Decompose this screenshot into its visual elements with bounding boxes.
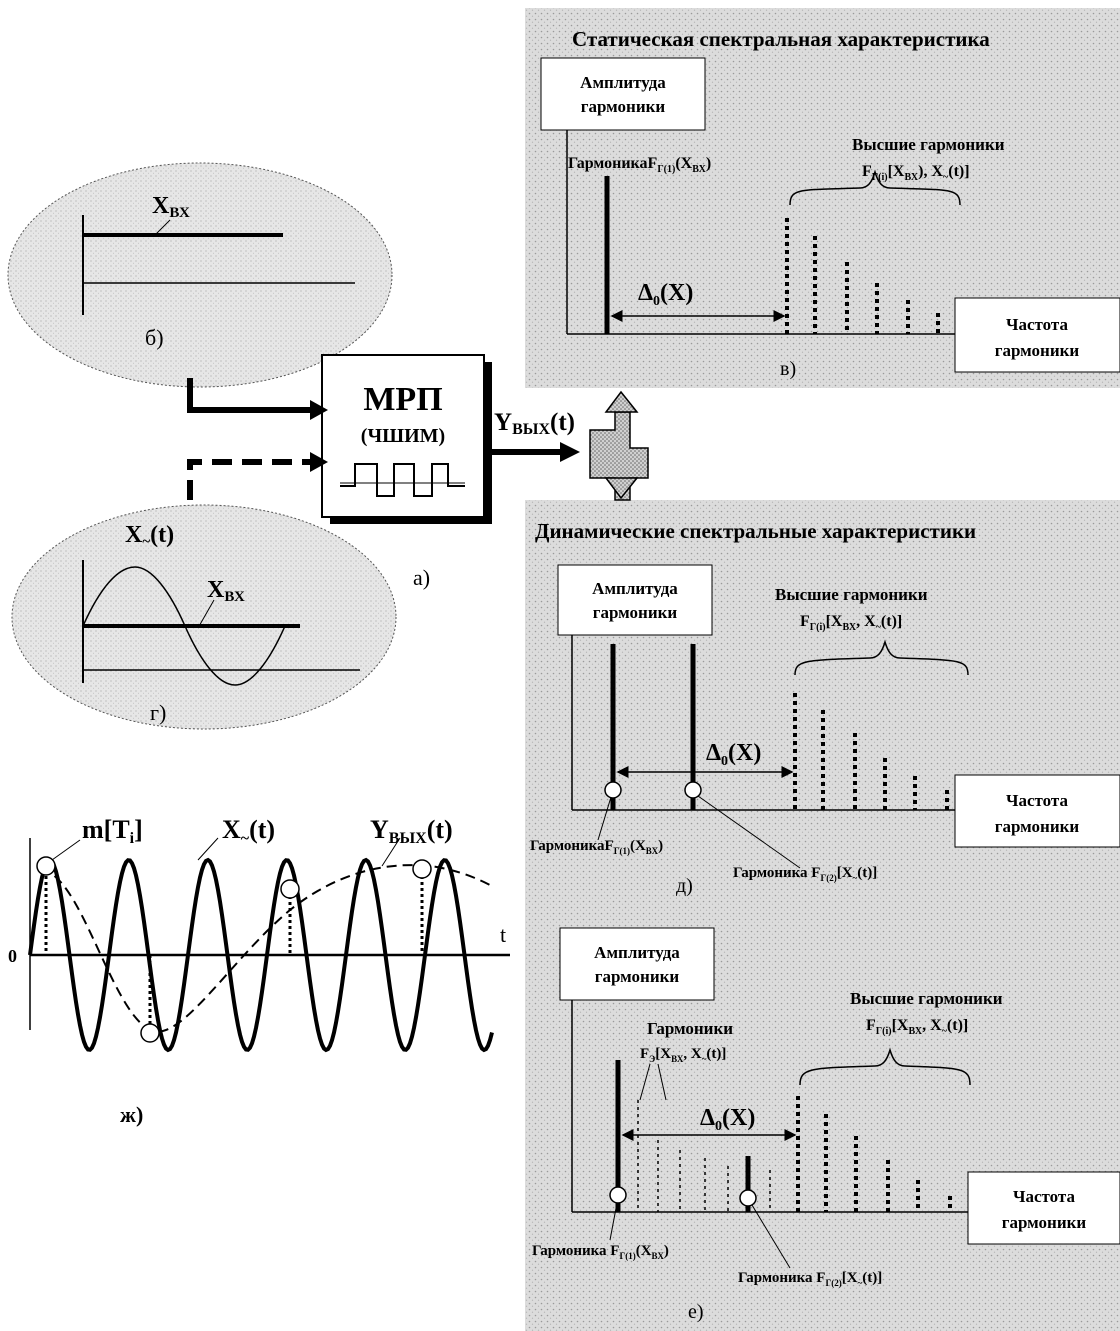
panel-e-fund1-marker (609, 1186, 627, 1204)
panel-zh-waveform: 0 t m[Ti] X~(t) YВЫХ(t) ж) (8, 815, 510, 1127)
panel-d-fund2-marker (684, 781, 702, 799)
panel-d-fund1-leader (597, 796, 612, 841)
panel-e-amp-box (559, 927, 715, 1001)
panel-b-signal-label: XВХ (152, 193, 190, 221)
panel-e-brace (799, 1047, 971, 1086)
panel-zh-output-wave (39, 864, 491, 1033)
panel-g-sine-input: X~(t) XВХ г) (11, 504, 397, 730)
mrp-block-subtitle: (ЧШИМ) (361, 425, 445, 447)
panel-e-amp-line1: Амплитуда (594, 943, 680, 962)
arrow-out-head (560, 442, 580, 462)
panel-zh-marker-leader (51, 839, 81, 861)
panel-e-comb-leader-2 (657, 1063, 667, 1101)
panel-g-label: г) (150, 700, 166, 725)
panel-zh-output-label: YВЫХ(t) (370, 815, 453, 847)
arrow-g-to-block (187, 459, 310, 500)
panel-e-freq-line1: Частота (1013, 1187, 1075, 1206)
panel-v-brace (789, 169, 961, 206)
mrp-block-title: МРП (363, 381, 442, 418)
panel-g-signal-label: XВХ (207, 577, 245, 605)
arrow-g-head (310, 452, 328, 472)
panel-zh-carrier-label: X~(t) (222, 815, 275, 847)
panel-d-amp-line1: Амплитуда (592, 579, 678, 598)
panel-zh-marker-label: m[Ti] (82, 815, 143, 847)
panel-d-amp-box (557, 564, 713, 636)
panel-e-comb-line1: Гармоники (647, 1019, 733, 1038)
panel-g-sine-wave (82, 566, 286, 686)
block-output-label: YВЫХ(t) (494, 409, 575, 438)
arrow-head-down (604, 477, 639, 500)
mrp-block: МРП (ЧШИМ) а) (321, 354, 492, 590)
panel-zh-t-label: t (500, 922, 506, 947)
panel-v-higher-line1: Высшие гармоники (852, 135, 1005, 154)
panel-d-freq-line1: Частота (1006, 791, 1068, 810)
panel-e-fund2-leader (751, 1204, 791, 1269)
panel-zh-marker-4 (412, 859, 432, 879)
panel-e-fund1-label: Гармоника FГ(1)(XВХ) (532, 1243, 669, 1261)
panel-d-fund1-label: ГармоникаFГ(1)(XВХ) (530, 838, 663, 856)
mrp-block-label: а) (413, 565, 430, 590)
panel-e-delta-label: Δ0(X) (700, 1105, 755, 1134)
panel-d-fund2-label: Гармоника FГ(2)[X~(t)] (733, 865, 877, 883)
panel-d-fund1-marker (604, 781, 622, 799)
arrow-b-to-block (187, 378, 310, 413)
panel-d-higher-line2: FГ(i)[XВХ, X~(t)] (800, 613, 902, 633)
panel-e-higher-line1: Высшие гармоники (850, 989, 1003, 1008)
panel-e-freq-line2: гармоники (1002, 1213, 1087, 1232)
panel-v-amp-line1: Амплитуда (580, 73, 666, 92)
panel-v-freq-line1: Частота (1006, 315, 1068, 334)
panel-b-step-input: XВХ б) (7, 162, 393, 388)
panel-d-label: д) (676, 875, 693, 897)
panel-b-ellipse (7, 162, 393, 388)
panel-g-leader (197, 599, 215, 629)
panel-e-comb-line2: FЭ[XВХ, X~(t)] (640, 1046, 726, 1064)
panel-zh-carrier-leader (197, 837, 219, 861)
panel-v-label: в) (780, 358, 796, 380)
panel-d-higher-line1: Высшие гармоники (775, 585, 928, 604)
panel-e-freq-box (967, 1171, 1120, 1245)
panel-e-higher-line2: FГ(i)[XВХ, X~(t)] (866, 1017, 968, 1037)
panel-dynamic-spectra: Динамические спектральные характеристики… (525, 500, 1120, 1331)
panel-d-title: Динамические спектральные характеристики (535, 519, 976, 543)
panel-v-title: Статическая спектральная характеристика (572, 27, 990, 51)
panel-e-fund1-leader (609, 1202, 618, 1241)
panel-zh-marker-1 (36, 856, 56, 876)
panel-zh-zero: 0 (8, 946, 17, 966)
panel-d-delta-label: Δ0(X) (706, 740, 761, 769)
arrow-b-head (310, 400, 328, 420)
panel-v-higher-line2: FГ(i)[XВХ), X~(t)] (862, 163, 970, 183)
panel-d-brace (794, 639, 969, 676)
panel-zh-marker-2 (140, 1023, 160, 1043)
panel-v-amp-line2: гармоники (581, 97, 666, 116)
panel-b-leader (154, 219, 171, 236)
panel-b-label: б) (145, 325, 164, 350)
panel-g-ac-label: X~(t) (125, 522, 174, 550)
panel-d-freq-box (954, 774, 1120, 848)
panel-zh-output-leader (381, 837, 401, 867)
panel-d-fund2-leader (697, 795, 801, 869)
panel-e-fund2-marker (739, 1189, 757, 1207)
panel-e-amp-line2: гармоники (595, 967, 680, 986)
panel-zh-carrier-wave (28, 857, 494, 1053)
panel-v-freq-box (954, 297, 1120, 373)
panel-d-amp-line2: гармоники (593, 603, 678, 622)
panel-v-delta-label: Δ0(X) (638, 280, 693, 309)
panel-e-label: е) (688, 1301, 704, 1323)
mrp-pulse-waveform (340, 463, 465, 497)
arrow-head-up (604, 390, 639, 413)
panel-zh-label: ж) (120, 1102, 143, 1127)
panel-e-fund2-label: Гармоника FГ(2)[X~(t)] (738, 1270, 882, 1288)
panel-static-spectrum: Статическая спектральная характеристика … (525, 8, 1120, 388)
panel-zh-marker-3 (280, 879, 300, 899)
panel-v-amp-box (540, 57, 706, 131)
mrp-block-box (321, 354, 485, 518)
output-spectrum-arrow (589, 390, 649, 501)
panel-v-fund-label: ГармоникаFГ(1)(XВХ) (568, 155, 711, 175)
panel-d-freq-line2: гармоники (995, 817, 1080, 836)
panel-e-comb-leader-1 (639, 1063, 651, 1101)
panel-v-freq-line2: гармоники (995, 341, 1080, 360)
